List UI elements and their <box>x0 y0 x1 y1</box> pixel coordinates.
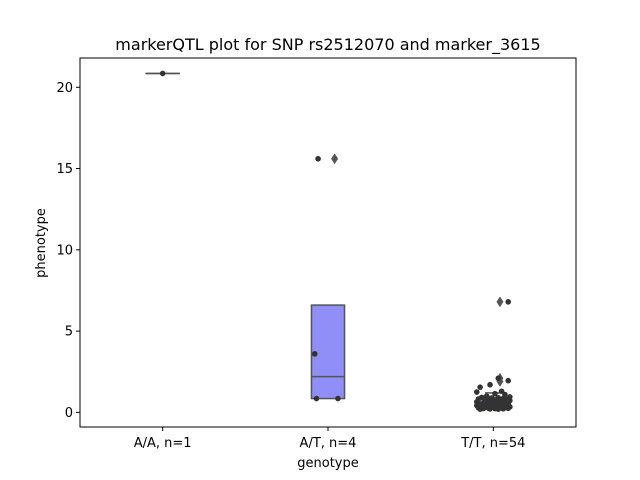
data-point <box>474 389 480 395</box>
y-axis-label: phenotype <box>34 208 49 278</box>
x-axis-label: genotype <box>297 456 358 471</box>
y-tick-label: 5 <box>65 325 73 340</box>
data-point <box>311 351 318 357</box>
data-point <box>500 405 507 412</box>
y-tick-label: 0 <box>65 406 73 421</box>
data-point <box>505 299 512 305</box>
data-point <box>477 406 483 412</box>
data-point <box>159 70 166 77</box>
outlier-marker <box>496 296 504 308</box>
x-tick-label: T/T, n=54 <box>460 436 525 451</box>
data-point <box>495 375 502 382</box>
x-tick-label: A/T, n=4 <box>300 436 357 451</box>
data-point <box>492 390 498 397</box>
data-point <box>315 155 321 162</box>
data-point <box>313 395 320 402</box>
data-point <box>487 381 493 388</box>
plot-area <box>145 70 513 412</box>
x-tick-label: A/A, n=1 <box>134 436 192 451</box>
box <box>310 304 346 400</box>
data-point <box>487 406 493 412</box>
chart-title: markerQTL plot for SNP rs2512070 and mar… <box>115 35 540 55</box>
y-axis: 0 5 10 15 20 <box>56 81 80 421</box>
data-point <box>505 377 512 384</box>
x-axis: A/A, n=1 A/T, n=4 T/T, n=54 <box>134 427 525 451</box>
outlier-marker <box>331 153 339 165</box>
y-tick-label: 10 <box>56 243 73 258</box>
data-point <box>495 406 502 412</box>
data-point <box>505 405 512 412</box>
y-tick-label: 20 <box>56 81 73 96</box>
data-point <box>335 395 341 402</box>
y-tick-label: 15 <box>56 162 73 177</box>
data-point <box>477 384 483 390</box>
